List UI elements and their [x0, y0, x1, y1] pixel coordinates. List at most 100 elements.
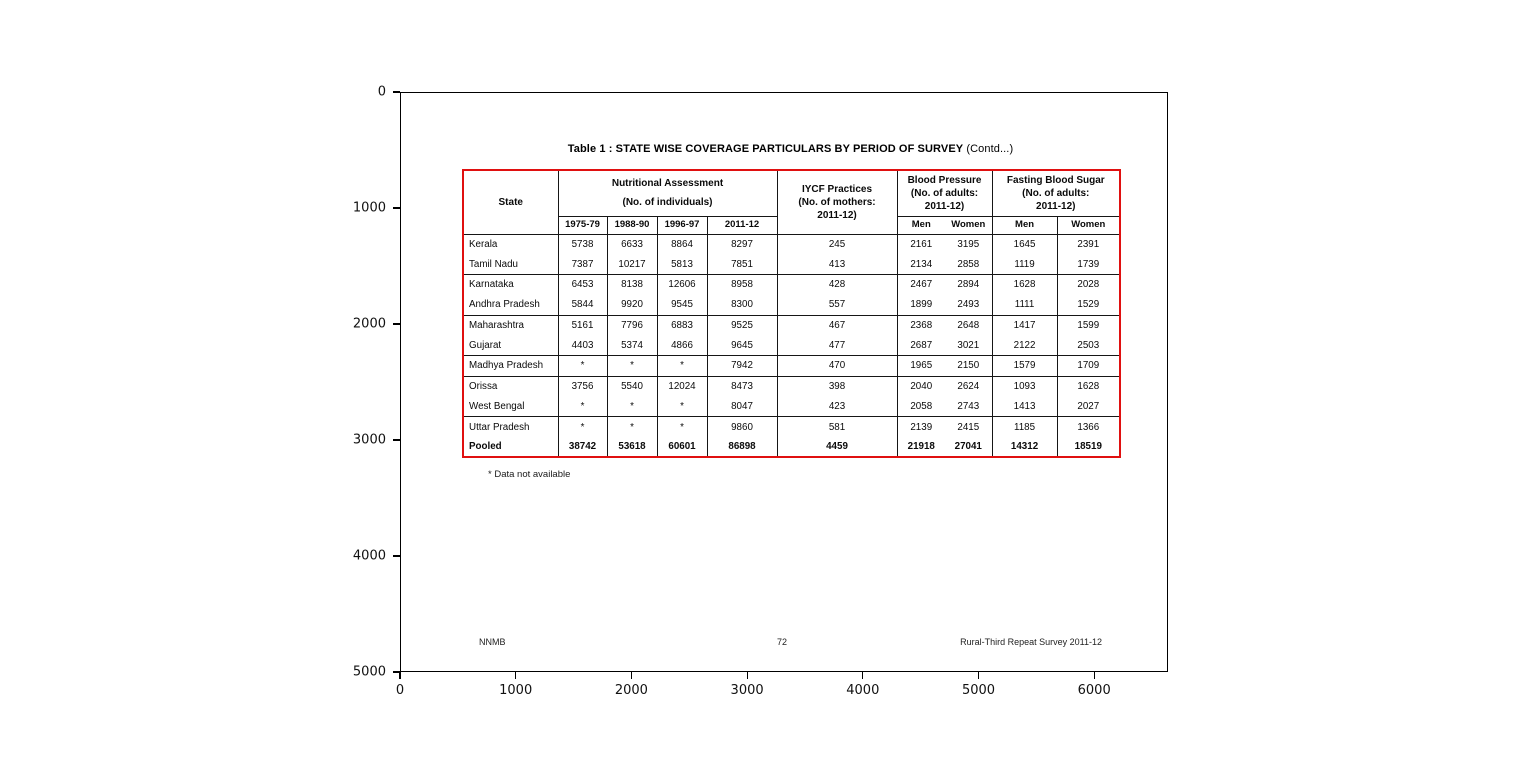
header-nutrition: Nutritional Assessment (No. of individua…: [557, 169, 778, 217]
cell-bp-women: 2493: [945, 294, 993, 316]
header-bp-women: Women: [945, 215, 993, 235]
cell-iycf: 423: [776, 396, 898, 417]
cell-bp-men: 1899: [896, 294, 946, 316]
cell-bp-men: 2139: [896, 416, 946, 437]
cell-bp-women: 2415: [945, 416, 993, 437]
cell-2011-12: 9860: [706, 416, 778, 437]
cell-fbs-women: 2391: [1056, 234, 1121, 255]
cell-1975-79: 4403: [557, 335, 608, 356]
x-axis-tick-label: 3000: [730, 683, 764, 698]
cell-bp-men: 2058: [896, 396, 946, 417]
y-axis-tick-label: 1000: [352, 200, 386, 216]
x-axis-tick-mark: [630, 672, 633, 679]
cell-fbs-women: 1599: [1056, 314, 1121, 336]
y-axis-tick-label: 3000: [352, 432, 386, 448]
header-blood-pressure: Blood Pressure (No. of adults: 2011-12): [896, 169, 993, 217]
cell-1988-90: 8138: [606, 274, 658, 295]
cell-bp-men: 2040: [896, 375, 946, 397]
cell-fbs-women: 2027: [1056, 396, 1121, 417]
cell-1975-79: *: [557, 396, 608, 417]
cell-fbs-men: 1628: [991, 274, 1058, 295]
cell-state: Kerala: [462, 234, 559, 255]
cell-fbs-women: 1739: [1056, 254, 1121, 275]
cell-1996-97: *: [656, 416, 708, 437]
table-title: Table 1 : STATE WISE COVERAGE PARTICULAR…: [462, 143, 1119, 155]
cell-fbs-men: 1119: [991, 254, 1058, 275]
cell-state: Orissa: [462, 375, 559, 397]
header-fbs-men: Men: [991, 215, 1058, 235]
header-year-1975-79: 1975-79: [557, 215, 608, 235]
x-axis-tick-mark: [1093, 672, 1095, 679]
cell-1988-90: 7796: [606, 314, 658, 336]
table-row: West Bengal * * * 8047 423 2058 2743 1413 2027: [462, 396, 1121, 417]
table-row: Karnataka 6453 8138 12606 8958 428 2467 2894 162…: [462, 274, 1121, 295]
footer-right: Rural-Third Repeat Survey 2011-12: [960, 637, 1102, 647]
cell-1996-97: *: [656, 396, 708, 417]
cell-2011-12: 8473: [706, 375, 778, 397]
cell-bp-men: 21918: [896, 436, 946, 458]
y-axis-tick-label: 5000: [352, 664, 386, 680]
cell-bp-men: 2467: [896, 274, 946, 295]
footer-page-number: 72: [776, 637, 787, 647]
cell-fbs-men: 1417: [991, 314, 1058, 336]
table-body: Kerala 5738 6633 8864 8297 245 2161 3195 1645 239…: [462, 234, 1121, 458]
header-fbs-women: Women: [1056, 215, 1121, 235]
x-axis-tick-label: 6000: [1077, 683, 1111, 698]
cell-1996-97: 12606: [656, 274, 708, 295]
cell-1975-79: 38742: [557, 436, 608, 458]
cell-iycf: 398: [776, 375, 898, 397]
x-axis-tick-label: 1000: [499, 683, 533, 698]
header-state: State: [462, 169, 559, 235]
cell-1996-97: 9545: [656, 294, 708, 316]
table-row: Andhra Pradesh 5844 9920 9545 8300 557 1899 249…: [462, 294, 1121, 316]
y-axis-tick-mark: [393, 671, 400, 673]
y-axis-tick-label: 0: [377, 84, 386, 100]
cell-fbs-women: 1529: [1056, 294, 1121, 316]
x-axis-tick-mark: [746, 672, 748, 679]
y-axis-tick-label: 2000: [352, 316, 386, 332]
cell-1988-90: 5540: [606, 375, 658, 397]
cell-bp-women: 2150: [945, 355, 993, 377]
cell-bp-women: 3021: [945, 335, 993, 356]
cell-fbs-women: 2028: [1056, 274, 1121, 295]
header-fasting-blood-sugar: Fasting Blood Sugar (No. of adults: 2011…: [991, 169, 1121, 217]
y-axis-tick-mark: [393, 555, 400, 557]
cell-iycf: 413: [776, 254, 898, 275]
table-title-main: Table 1 : STATE WISE COVERAGE PARTICULAR…: [567, 143, 964, 155]
cell-2011-12: 8300: [706, 294, 778, 316]
cell-bp-women: 2894: [945, 274, 993, 295]
cell-2011-12: 7942: [706, 355, 778, 377]
cell-fbs-men: 14312: [991, 436, 1058, 458]
x-axis-tick-label: 5000: [961, 683, 996, 698]
table-row: Pooled 38742 53618 60601 86898 4459 21918 27041…: [462, 436, 1121, 458]
cell-1996-97: 6883: [656, 314, 708, 336]
cell-iycf: 245: [776, 234, 898, 255]
cell-state: West Bengal: [462, 396, 559, 417]
table-row: Madhya Pradesh * * * 7942 470 1965 2150 1579 1709: [462, 355, 1121, 377]
cell-fbs-men: 1185: [991, 416, 1058, 437]
cell-1988-90: 53618: [606, 436, 658, 458]
cell-fbs-women: 1628: [1056, 375, 1121, 397]
cell-fbs-men: 1413: [991, 396, 1058, 417]
cell-fbs-men: 1579: [991, 355, 1058, 377]
cell-state: Madhya Pradesh: [462, 355, 559, 377]
cell-iycf: 557: [776, 294, 898, 316]
cell-1975-79: *: [557, 355, 608, 377]
table-row: Maharashtra 5161 7796 6883 9525 467 2368 2648 14…: [462, 314, 1121, 336]
cell-1988-90: 5374: [606, 335, 658, 356]
cell-bp-women: 2858: [945, 254, 993, 275]
cell-fbs-women: 1366: [1056, 416, 1121, 437]
plot-area: Table 1 : STATE WISE COVERAGE PARTICULAR…: [400, 92, 1168, 672]
cell-2011-12: 7851: [706, 254, 778, 275]
cell-fbs-men: 1111: [991, 294, 1058, 316]
cell-bp-women: 2624: [945, 375, 993, 397]
y-axis-tick-mark: [393, 91, 400, 93]
footnote: * Data not available: [488, 469, 571, 480]
coverage-table: State Nutritional Assessment (No. of ind…: [462, 169, 1122, 459]
cell-1988-90: *: [606, 416, 658, 437]
cell-1975-79: 5844: [557, 294, 608, 316]
cell-state: Tamil Nadu: [462, 254, 559, 275]
table-row: Uttar Pradesh * * * 9860 581 2139 2415 1185 1366: [462, 416, 1121, 437]
cell-iycf: 581: [776, 416, 898, 437]
